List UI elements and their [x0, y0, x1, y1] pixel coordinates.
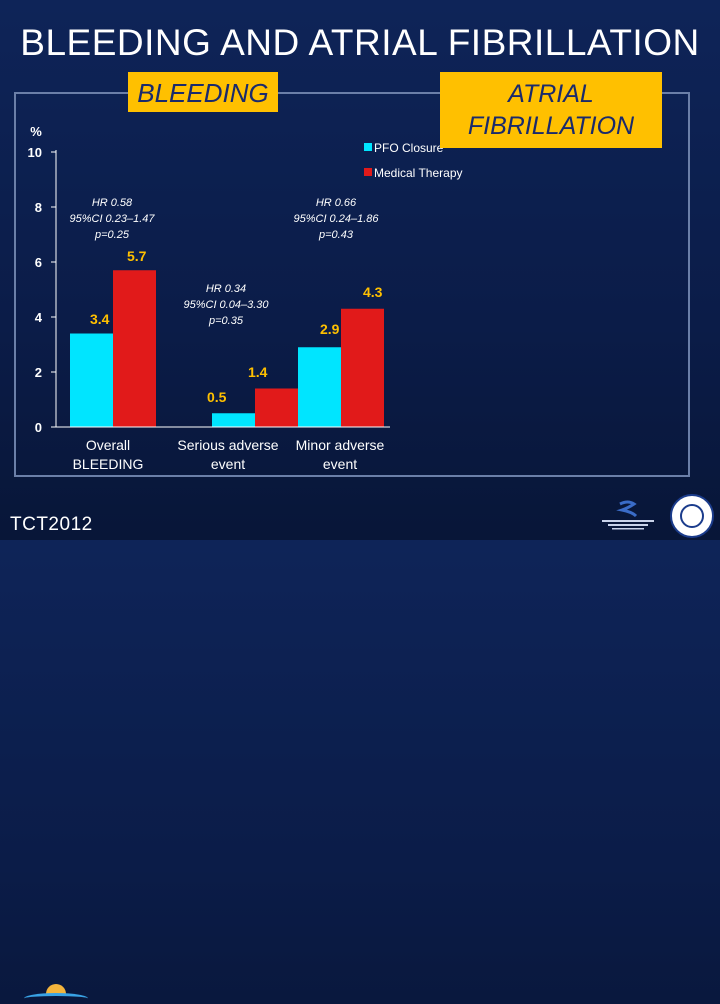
af-callout-line-2: FIBRILLATION — [467, 112, 635, 140]
y-tick-label: 10 — [28, 145, 42, 160]
hr-annotation: 95%CI 0.24–1.86 — [293, 213, 379, 225]
legend-label: Medical Therapy — [374, 166, 463, 180]
data-label: 4.3 — [363, 284, 383, 300]
bar-pfo-0 — [70, 333, 113, 427]
y-tick-label: 4 — [35, 310, 43, 325]
data-label: 3.4 — [90, 311, 110, 327]
x-category-label: Overall — [86, 437, 130, 453]
atrial-fibrillation-callout: ATRIAL FIBRILLATION — [440, 72, 662, 148]
data-label: 0.5 — [207, 389, 227, 405]
af-callout-line-1: ATRIAL — [508, 80, 594, 108]
y-tick-label: 0 — [35, 420, 42, 435]
x-category-label: Minor adverse — [296, 437, 385, 453]
hr-annotation: 95%CI 0.04–3.30 — [183, 299, 269, 311]
y-tick-label: 8 — [35, 200, 42, 215]
y-tick-label: 2 — [35, 365, 42, 380]
x-category-label: event — [323, 456, 357, 472]
bar-medical-0 — [113, 270, 156, 427]
hr-annotation: HR 0.34 — [206, 283, 246, 295]
hr-annotation: HR 0.66 — [316, 197, 357, 209]
bar-pfo-1 — [212, 413, 255, 427]
hr-annotation: p=0.35 — [208, 315, 244, 327]
legend-label: PFO Closure — [374, 141, 444, 155]
x-category-label: event — [211, 456, 245, 472]
wave-icon — [24, 993, 88, 1004]
x-category-label: BLEEDING — [73, 456, 144, 472]
data-label: 1.4 — [248, 364, 268, 380]
bleeding-callout: BLEEDING — [128, 72, 278, 112]
seal-icon — [670, 494, 714, 538]
data-label: 5.7 — [127, 248, 147, 264]
y-tick-label: 6 — [35, 255, 42, 270]
hr-annotation: p=0.43 — [318, 229, 354, 241]
hr-annotation: p=0.25 — [94, 229, 130, 241]
x-category-label: Serious adverse — [177, 437, 278, 453]
bar-chart: 0 2 4 6 8 10% 3.4 5.7 0.5 1.4 2.9 4.3 Overall BLEEDIN… — [28, 124, 463, 472]
bar-pfo-2 — [298, 347, 341, 427]
data-label: 2.9 — [320, 321, 340, 337]
bar-medical-1 — [255, 388, 298, 427]
slide-title: BLEEDING AND ATRIAL FIBRILLATION — [20, 22, 700, 63]
y-axis-label: % — [30, 124, 42, 139]
foundation-logo-icon — [602, 500, 654, 530]
hr-annotation: 95%CI 0.23–1.47 — [69, 213, 155, 225]
hr-annotation: HR 0.58 — [92, 197, 133, 209]
bar-medical-2 — [341, 308, 384, 427]
tct-logo-text: TCT2012 — [10, 514, 93, 535]
chart-frame — [14, 92, 690, 477]
legend-swatch — [364, 168, 372, 176]
legend-swatch — [364, 143, 372, 151]
